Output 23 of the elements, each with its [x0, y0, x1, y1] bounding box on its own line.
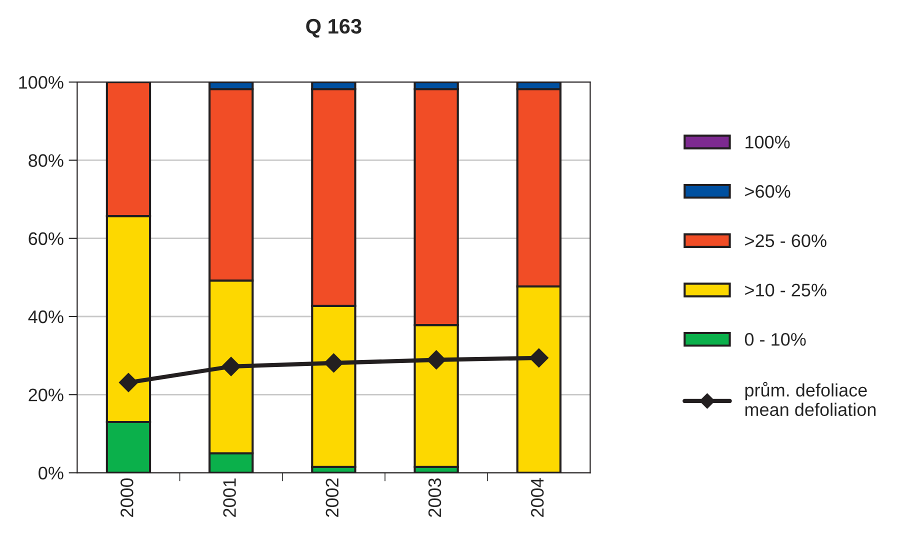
y-tick-label: 80%: [28, 154, 64, 167]
y-tick-label: 0%: [38, 466, 64, 480]
legend-label: prům. defoliace mean defoliation: [745, 382, 876, 416]
x-tick-label: 2001: [223, 478, 236, 517]
legend-label: >10 - 25%: [745, 284, 826, 296]
x-tick-label: 2002: [326, 478, 339, 517]
point: [222, 356, 241, 376]
point: [324, 353, 344, 373]
x-tick-label: 2000: [120, 478, 134, 517]
y-tick-label: 100%: [19, 76, 64, 89]
legend-label: >25 - 60%: [745, 234, 826, 248]
y-tick-label: 60%: [28, 232, 64, 246]
chart-title: Q 163: [306, 18, 362, 38]
point: [118, 372, 138, 392]
point: [426, 350, 446, 370]
x-tick-label: 2003: [428, 478, 442, 517]
x-tick-label: 2004: [530, 478, 544, 517]
legend-label: 0 - 10%: [744, 333, 806, 346]
y-tick-label: 20%: [28, 388, 64, 402]
legend-label: >60%: [745, 185, 790, 198]
point: [529, 348, 548, 368]
legend-label: 100%: [746, 136, 790, 148]
y-tick-label: 40%: [28, 310, 64, 324]
